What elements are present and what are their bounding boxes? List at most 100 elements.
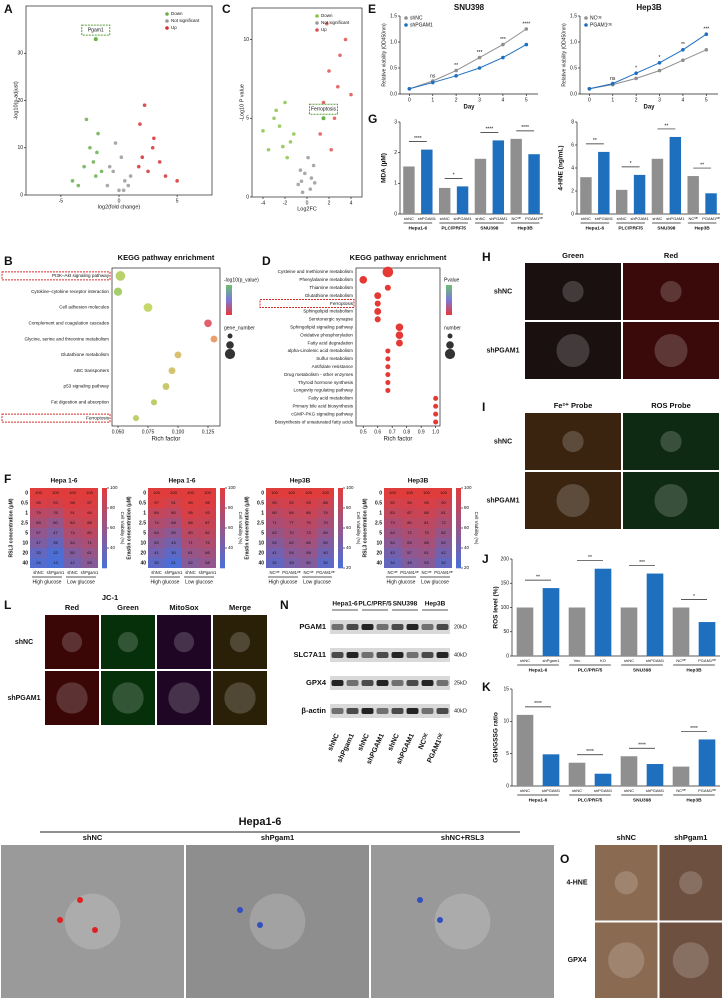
cell-label: 100: [204, 490, 211, 495]
colorbar-step: [102, 560, 107, 565]
cell-blob: [556, 333, 590, 368]
y-tick-label: 0.5: [390, 65, 397, 71]
x-tick-label: 0: [588, 97, 591, 103]
x-tick-label: 0.6: [374, 429, 381, 435]
legend-swatch: [584, 16, 588, 20]
band: [436, 680, 449, 686]
colorbar-step: [102, 488, 107, 493]
x-tick-label: 3: [658, 97, 661, 103]
cell: [199, 518, 216, 528]
point: [296, 182, 301, 187]
micrograph: [213, 615, 267, 669]
column-label: shNC: [185, 570, 195, 575]
colorbar-step: [220, 500, 225, 505]
colorbar-step: [102, 496, 107, 501]
colorbar-step: [338, 524, 343, 529]
cell-label: 52: [272, 540, 277, 545]
highlight-point: [93, 37, 98, 42]
cell-label: 32: [441, 560, 446, 565]
legend-label: shNC: [410, 15, 423, 21]
y-axis-label: Erastin concentration (µM): [244, 496, 250, 559]
cell-label: 93: [205, 510, 210, 515]
cell: [283, 488, 300, 498]
colorbar-label: Cell Viability (%): [356, 512, 361, 545]
cell-blob: [224, 682, 256, 714]
significance: ***: [477, 50, 483, 56]
category-label: shPGAM1: [594, 788, 613, 793]
row-label: 10: [140, 540, 146, 546]
cell-label: 72: [441, 520, 446, 525]
legend-swatch: [404, 16, 408, 20]
point: [477, 66, 482, 70]
size-key: [444, 348, 456, 360]
cell-label: 91: [171, 500, 176, 505]
colorbar-step: [338, 520, 343, 525]
cell-blob: [660, 430, 682, 453]
row-label: shPGAM1: [7, 695, 40, 702]
significance: ns: [430, 73, 436, 79]
series-line: [409, 28, 527, 90]
group-label: SNU398: [393, 601, 418, 608]
cell-label: 32: [272, 560, 277, 565]
colorbar-step: [456, 492, 461, 497]
term-label: Glutathione metabolism: [61, 352, 109, 357]
dot: [395, 339, 403, 347]
legend-swatch: [315, 28, 319, 32]
significance: *: [630, 161, 632, 167]
cell-blob: [614, 871, 638, 895]
cell-label: 100: [170, 490, 177, 495]
colorbar-tick-label: 20: [346, 565, 352, 570]
point: [121, 188, 126, 193]
colorbar-step: [220, 524, 225, 529]
colorbar-step: [338, 500, 343, 505]
cell: [30, 548, 47, 558]
panel-letter: K: [482, 680, 491, 694]
cell-label: 65: [407, 540, 412, 545]
cell-blob: [168, 682, 200, 714]
y-tick-label: 200: [501, 556, 510, 562]
cell-label: 48: [407, 560, 412, 565]
group-label: SNU398: [633, 797, 651, 803]
term-label: Sphingolipid metabolism: [303, 309, 353, 314]
column-label: shPgam1: [199, 570, 217, 575]
cell-label: 100: [271, 490, 278, 495]
y-axis-label: Relative viability (OD450nm): [561, 23, 567, 87]
protein-label: SLC7A11: [293, 650, 326, 659]
legend-swatch: [165, 19, 169, 23]
cell-label: 73: [390, 520, 395, 525]
y-tick-label: 0: [246, 194, 249, 200]
row-label: 5: [143, 530, 146, 536]
cell-label: 83: [70, 520, 75, 525]
colorbar-step: [102, 512, 107, 517]
organelle-marker: [92, 927, 98, 933]
band: [346, 708, 359, 714]
bar: [672, 607, 690, 656]
group-label: High glucose: [33, 579, 62, 585]
point: [312, 181, 317, 185]
x-tick-label: -4: [261, 200, 266, 206]
colorbar-step: [338, 548, 343, 553]
cell-label: 84: [289, 510, 294, 515]
x-axis-label: Rich factor: [152, 437, 181, 443]
term-label: cGMP-PKG signaling pathway: [291, 411, 353, 416]
point: [311, 163, 316, 168]
x-axis-label: Day: [463, 105, 475, 111]
cell: [199, 538, 216, 548]
cell-label: 42: [441, 550, 446, 555]
column-label: shPgam1: [81, 570, 99, 575]
band: [361, 652, 374, 658]
dot: [385, 364, 391, 370]
cell: [182, 508, 199, 518]
dot: [150, 399, 158, 406]
dot: [384, 284, 391, 291]
cell: [283, 518, 300, 528]
group-label: PLC/PRF/5: [358, 601, 392, 608]
cell-label: 43: [390, 550, 395, 555]
micrograph: [659, 922, 722, 998]
colorbar-step: [102, 516, 107, 521]
micrograph: [101, 671, 155, 725]
dot: [174, 351, 182, 359]
band: [331, 680, 344, 686]
panel-letter: G: [368, 112, 377, 126]
row-label: 1: [25, 510, 28, 516]
